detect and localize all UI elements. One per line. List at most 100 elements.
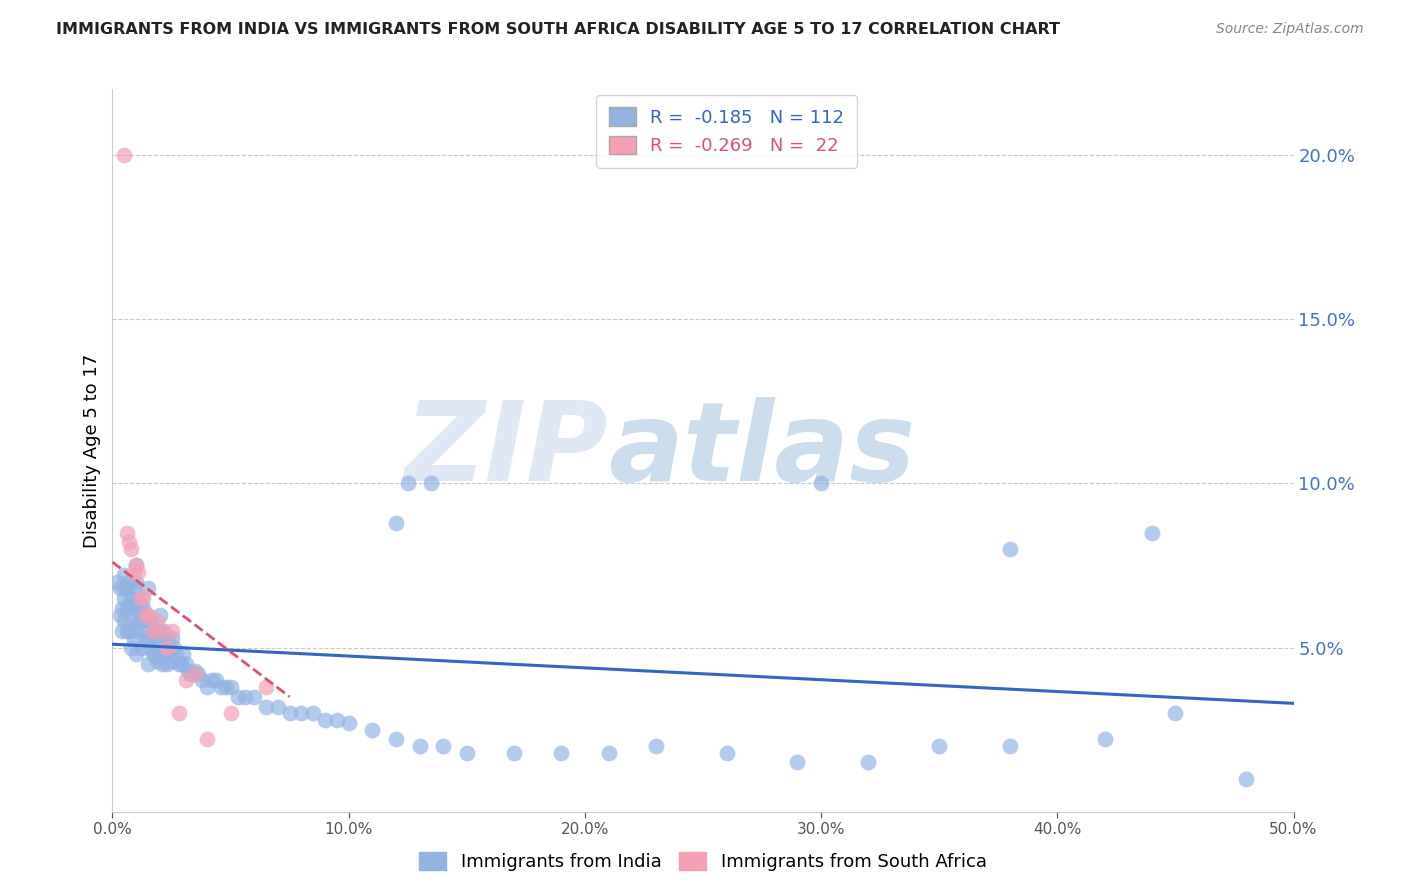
Point: [129, 591, 152, 606]
Point: [226, 690, 249, 704]
Point: [156, 631, 179, 645]
Point: [243, 690, 266, 704]
Point: [108, 582, 131, 596]
Point: [233, 690, 256, 704]
Point: [146, 654, 169, 668]
Point: [118, 624, 141, 639]
Point: [112, 148, 135, 162]
Point: [118, 598, 141, 612]
Point: [142, 624, 165, 639]
Point: [177, 664, 200, 678]
Point: [129, 598, 152, 612]
Point: [120, 541, 142, 556]
Point: [129, 614, 152, 628]
Point: [326, 713, 349, 727]
Point: [120, 614, 142, 628]
Point: [127, 565, 149, 579]
Point: [156, 640, 179, 655]
Point: [186, 666, 208, 681]
Point: [115, 624, 138, 639]
Point: [153, 650, 176, 665]
Point: [150, 624, 173, 639]
Point: [195, 732, 218, 747]
Point: [361, 723, 384, 737]
Point: [122, 565, 145, 579]
Point: [136, 582, 159, 596]
Point: [1164, 706, 1187, 721]
Point: [105, 574, 128, 589]
Point: [267, 699, 290, 714]
Point: [120, 591, 142, 606]
Point: [337, 716, 360, 731]
Point: [278, 706, 301, 721]
Point: [146, 614, 169, 628]
Point: [191, 673, 214, 688]
Point: [1140, 525, 1163, 540]
Point: [432, 739, 454, 753]
Point: [132, 591, 155, 606]
Point: [858, 756, 880, 770]
Point: [150, 657, 173, 671]
Point: [143, 647, 166, 661]
Point: [160, 631, 183, 645]
Point: [108, 607, 131, 622]
Point: [254, 699, 277, 714]
Point: [132, 601, 155, 615]
Text: Source: ZipAtlas.com: Source: ZipAtlas.com: [1216, 22, 1364, 37]
Point: [219, 680, 242, 694]
Point: [149, 624, 172, 639]
Point: [215, 680, 238, 694]
Point: [136, 634, 159, 648]
Point: [716, 746, 738, 760]
Point: [184, 664, 207, 678]
Point: [205, 673, 228, 688]
Point: [125, 558, 148, 573]
Point: [149, 650, 172, 665]
Point: [127, 614, 149, 628]
Text: ZIP: ZIP: [405, 397, 609, 504]
Point: [136, 614, 159, 628]
Point: [385, 732, 408, 747]
Point: [118, 574, 141, 589]
Point: [112, 591, 135, 606]
Point: [998, 739, 1021, 753]
Point: [503, 746, 526, 760]
Point: [139, 614, 162, 628]
Point: [115, 525, 138, 540]
Point: [998, 541, 1021, 556]
Point: [132, 624, 155, 639]
Point: [456, 746, 478, 760]
Point: [195, 680, 218, 694]
Point: [122, 601, 145, 615]
Point: [385, 516, 408, 530]
Point: [254, 680, 277, 694]
Point: [810, 476, 832, 491]
Point: [420, 476, 443, 491]
Point: [129, 640, 152, 655]
Point: [111, 601, 134, 615]
Point: [135, 607, 157, 622]
Point: [156, 657, 179, 671]
Point: [160, 624, 183, 639]
Point: [928, 739, 950, 753]
Point: [112, 582, 135, 596]
Point: [163, 640, 186, 655]
Point: [142, 647, 165, 661]
Point: [125, 624, 148, 639]
Point: [139, 640, 162, 655]
Point: [142, 624, 165, 639]
Point: [127, 591, 149, 606]
Point: [122, 582, 145, 596]
Point: [150, 634, 173, 648]
Point: [219, 706, 242, 721]
Point: [125, 601, 148, 615]
Point: [290, 706, 312, 721]
Point: [201, 673, 224, 688]
Point: [143, 624, 166, 639]
Point: [1234, 772, 1257, 786]
Point: [167, 657, 190, 671]
Point: [160, 654, 183, 668]
Point: [125, 558, 148, 573]
Point: [165, 647, 187, 661]
Point: [179, 666, 201, 681]
